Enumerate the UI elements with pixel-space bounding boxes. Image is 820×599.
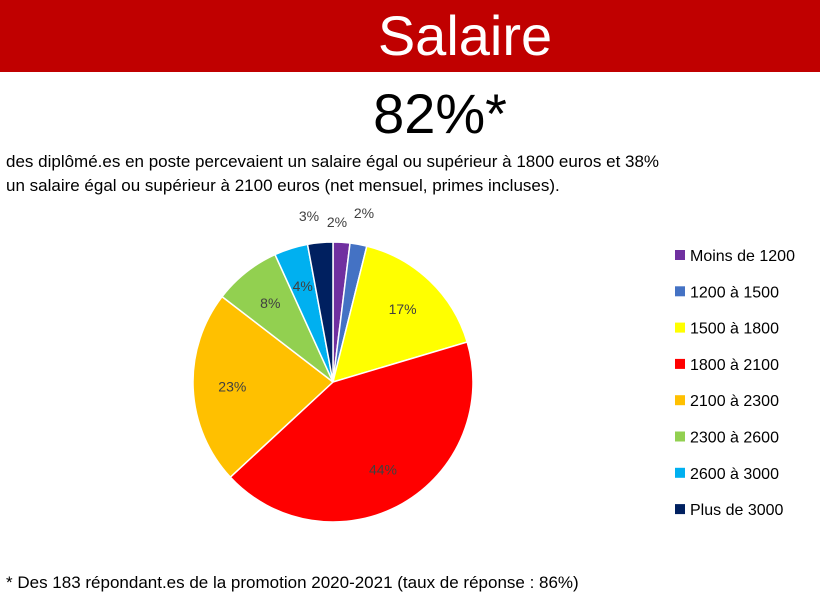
legend-swatch-1 [675, 250, 685, 260]
pie-data-label-2: 2% [354, 205, 374, 221]
pie-data-label-7: 4% [293, 278, 313, 294]
legend-label-8: Plus de 3000 [690, 502, 784, 519]
legend-swatch-3 [675, 322, 685, 333]
footnote: * Des 183 répondant.es de la promotion 2… [6, 573, 579, 592]
headline-stat: 82%* [373, 82, 507, 145]
legend-label-6: 2300 à 2600 [690, 430, 779, 447]
description-line-2: un salaire égal ou supérieur à 2100 euro… [6, 176, 560, 195]
legend-swatch-5 [675, 395, 685, 406]
legend-swatch-7 [675, 467, 685, 478]
pie-data-label-8: 3% [299, 208, 319, 224]
pie-data-labels: 2% 2% 17% 44% 23% 8% 4% 3% [218, 205, 416, 478]
pie-data-label-5: 23% [218, 379, 246, 395]
pie-slices [192, 241, 474, 523]
header-bar: Salaire [0, 0, 820, 72]
pie-slice-5 [192, 295, 335, 479]
description-line-1: des diplômé.es en poste percevaient un s… [6, 152, 660, 171]
pie-slice-4 [229, 341, 474, 523]
legend-label-4: 1800 à 2100 [690, 357, 779, 374]
pie-data-label-6: 8% [260, 295, 280, 311]
pie-slice-3 [331, 245, 469, 384]
legend-swatch-4 [675, 358, 685, 369]
legend-label-7: 2600 à 3000 [690, 466, 779, 483]
legend-label-1: Moins de 1200 [690, 248, 795, 265]
pie-slice-8 [306, 241, 334, 383]
legend-label-2: 1200 à 1500 [690, 284, 779, 301]
legend-label-3: 1500 à 1800 [690, 321, 779, 338]
pie-data-label-1: 2% [327, 214, 347, 230]
legend-swatch-6 [675, 431, 685, 442]
pie-data-label-4: 44% [369, 462, 397, 478]
legend-swatch-2 [675, 286, 685, 297]
legend-swatch-8 [675, 504, 685, 515]
description: des diplômé.es en poste percevaient un s… [6, 150, 806, 198]
chart-legend: Moins de 1200 1200 à 1500 1500 à 1800 1800 … [675, 248, 795, 519]
legend-label-5: 2100 à 2300 [690, 393, 779, 410]
page-title: Salaire [377, 4, 553, 67]
pie-data-label-3: 17% [389, 301, 417, 317]
